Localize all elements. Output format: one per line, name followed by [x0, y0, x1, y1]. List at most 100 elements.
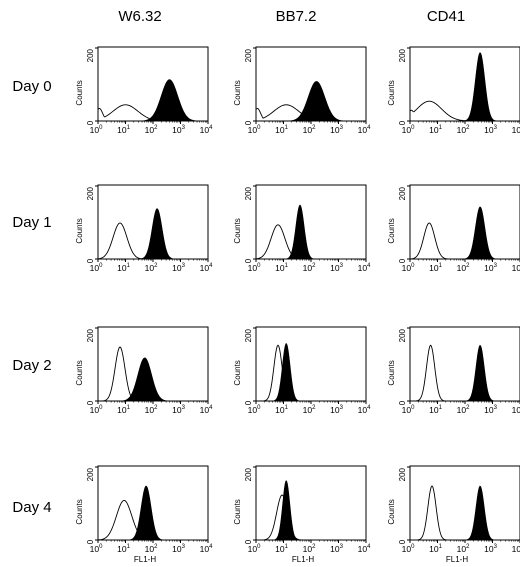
x-tick-label: 103 [172, 125, 185, 135]
y-tick-label: 200 [86, 48, 95, 62]
y-tick-label: 0 [244, 120, 253, 125]
x-tick-label: 102 [457, 405, 470, 415]
x-tick-label: 100 [90, 125, 103, 135]
y-axis-label: Counts [75, 360, 84, 385]
x-tick-label: 103 [484, 263, 497, 273]
x-tick-label: 103 [330, 544, 343, 554]
y-tick-label: 0 [398, 258, 407, 263]
filled-histogram [98, 485, 208, 541]
y-tick-label: 200 [244, 467, 253, 481]
x-tick-label: 102 [145, 544, 158, 554]
y-axis-label: Counts [387, 218, 396, 243]
y-tick-label: 0 [86, 258, 95, 263]
y-tick-label: 0 [244, 539, 253, 544]
x-axis-label: FL1-H [292, 555, 314, 564]
x-tick-label: 103 [330, 405, 343, 415]
row-header-day-1: Day 1 [12, 214, 52, 231]
x-tick-label: 100 [402, 405, 415, 415]
y-axis-label: Counts [233, 499, 242, 524]
x-tick-label: 100 [248, 125, 261, 135]
filled-histogram [410, 206, 520, 260]
x-tick-label: 101 [429, 125, 442, 135]
filled-histogram [256, 343, 366, 402]
x-tick-label: 100 [402, 544, 415, 554]
open-histogram [409, 222, 520, 260]
x-tick-label: 101 [429, 544, 442, 554]
open-histogram [410, 344, 520, 402]
plot-frame [409, 46, 520, 122]
x-axis-label: FL1-H [446, 555, 468, 564]
panel-day-4-cd41: 100 101 102 103 104 200 0 Counts FL1-H [387, 465, 520, 564]
y-tick-label: 200 [244, 48, 253, 62]
panel-day-0-w6-32: 100 101 102 103 104 200 0 Counts [75, 46, 213, 135]
panel-day-1-w6-32: 100 101 102 103 104 200 0 Counts [75, 184, 213, 273]
open-histogram [410, 485, 520, 541]
y-tick-label: 200 [244, 328, 253, 342]
filled-histogram [98, 79, 208, 122]
x-tick-label: 101 [429, 405, 442, 415]
x-tick-label: 101 [117, 405, 130, 415]
y-tick-label: 200 [86, 467, 95, 481]
x-tick-label: 101 [117, 544, 130, 554]
panel-day-4-w6-32: 100 101 102 103 104 200 0 Counts FL1-H [75, 465, 213, 564]
x-tick-label: 104 [512, 263, 520, 273]
y-axis-label: Counts [387, 499, 396, 524]
x-tick-label: 104 [358, 544, 371, 554]
x-tick-label: 103 [172, 263, 185, 273]
y-tick-label: 0 [86, 120, 95, 125]
y-tick-label: 200 [86, 328, 95, 342]
filled-histogram [410, 485, 520, 541]
filled-histogram [256, 81, 366, 122]
open-histogram [255, 224, 366, 260]
x-tick-label: 103 [484, 125, 497, 135]
column-header-bb72: BB7.2 [275, 8, 317, 25]
x-tick-label: 104 [358, 263, 371, 273]
x-tick-label: 102 [145, 263, 158, 273]
y-tick-label: 200 [244, 186, 253, 200]
y-axis-label: Counts [75, 499, 84, 524]
x-tick-label: 103 [172, 544, 185, 554]
x-tick-label: 103 [172, 405, 185, 415]
y-tick-label: 200 [398, 186, 407, 200]
x-tick-label: 100 [402, 125, 415, 135]
y-axis-label: Counts [75, 218, 84, 243]
panel-day-2-cd41: 100 101 102 103 104 200 0 Counts [387, 326, 520, 415]
x-tick-label: 100 [248, 263, 261, 273]
x-tick-label: 100 [90, 544, 103, 554]
panel-day-2-bb7-2: 100 101 102 103 104 200 0 Counts [233, 326, 371, 415]
y-axis-label: Counts [387, 80, 396, 105]
panel-day-4-bb7-2: 100 101 102 103 104 200 0 Counts FL1-H [233, 465, 371, 564]
y-tick-label: 200 [86, 186, 95, 200]
x-tick-label: 101 [117, 263, 130, 273]
x-tick-label: 100 [90, 263, 103, 273]
x-tick-label: 104 [358, 405, 371, 415]
x-tick-label: 104 [200, 405, 213, 415]
x-tick-label: 101 [275, 405, 288, 415]
y-tick-label: 0 [244, 258, 253, 263]
y-axis-label: Counts [387, 360, 396, 385]
x-tick-label: 104 [358, 125, 371, 135]
x-tick-label: 102 [303, 263, 316, 273]
y-tick-label: 0 [398, 539, 407, 544]
plot-frame [255, 184, 367, 260]
row-header-day-4: Day 4 [12, 499, 52, 516]
panel-day-2-w6-32: 100 101 102 103 104 200 0 Counts [75, 326, 213, 415]
panel-day-0-bb7-2: 100 101 102 103 104 200 0 Counts [233, 46, 371, 135]
x-tick-label: 102 [303, 405, 316, 415]
y-tick-label: 0 [86, 400, 95, 405]
open-histogram [409, 100, 520, 122]
y-axis-label: Counts [233, 218, 242, 243]
y-tick-label: 200 [398, 48, 407, 62]
open-histogram [256, 494, 366, 541]
filled-histogram [410, 344, 520, 402]
y-tick-label: 0 [86, 539, 95, 544]
y-tick-label: 200 [398, 328, 407, 342]
x-tick-label: 100 [90, 405, 103, 415]
x-tick-label: 102 [303, 125, 316, 135]
y-axis-label: Counts [233, 360, 242, 385]
x-tick-label: 102 [457, 263, 470, 273]
column-header-w632: W6.32 [118, 8, 162, 25]
y-tick-label: 0 [398, 120, 407, 125]
x-tick-label: 103 [484, 544, 497, 554]
